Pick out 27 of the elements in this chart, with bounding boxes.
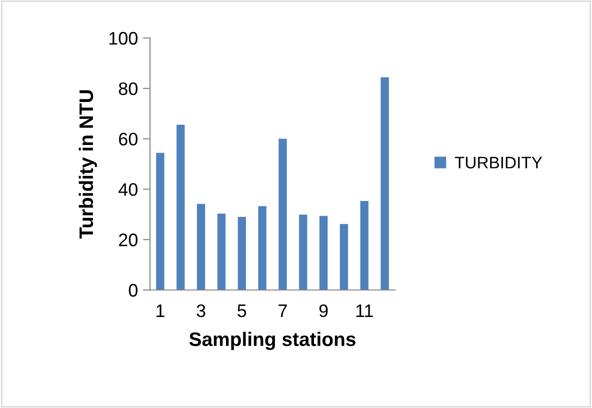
bar bbox=[176, 124, 185, 290]
bar bbox=[258, 206, 266, 290]
x-tick-label: 11 bbox=[356, 304, 373, 317]
bar bbox=[238, 216, 246, 290]
bar bbox=[360, 201, 368, 290]
y-tick-label: 40 bbox=[118, 183, 138, 196]
y-tick-label: 80 bbox=[118, 82, 138, 96]
x-tick-label: 1 bbox=[156, 304, 164, 317]
legend-label: TURBIDITY bbox=[454, 156, 542, 168]
x-tick-label: 5 bbox=[238, 304, 246, 318]
y-tick-label: 20 bbox=[119, 234, 138, 246]
y-axis-title: Turbidity in NTU bbox=[78, 90, 97, 239]
bar bbox=[196, 204, 206, 290]
bar bbox=[278, 138, 287, 290]
y-tick-label: 100 bbox=[109, 32, 138, 45]
y-tick-label: 0 bbox=[128, 284, 138, 297]
x-axis-title: Sampling stations bbox=[189, 332, 356, 350]
bar bbox=[156, 152, 164, 290]
x-tick-label: 7 bbox=[278, 304, 287, 317]
bar bbox=[380, 77, 389, 290]
y-tick-label: 60 bbox=[119, 132, 138, 146]
bar bbox=[217, 214, 226, 290]
bar bbox=[299, 214, 308, 290]
bar bbox=[319, 216, 328, 290]
x-tick-label: 9 bbox=[319, 304, 328, 318]
bar bbox=[340, 224, 348, 290]
x-tick-label: 3 bbox=[196, 304, 206, 318]
